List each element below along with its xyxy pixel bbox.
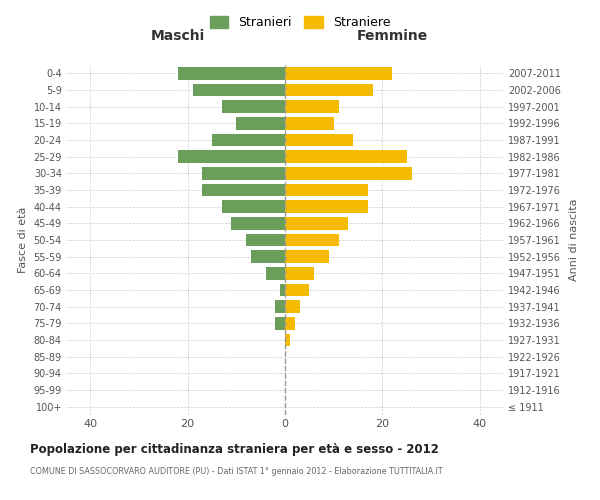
Bar xyxy=(285,300,299,313)
Bar xyxy=(222,100,285,113)
Bar xyxy=(193,84,285,96)
Text: Maschi: Maschi xyxy=(151,28,205,42)
Bar xyxy=(285,334,290,346)
Bar xyxy=(232,217,285,230)
Bar xyxy=(285,284,310,296)
Y-axis label: Anni di nascita: Anni di nascita xyxy=(569,198,580,281)
Bar xyxy=(285,150,407,163)
Bar xyxy=(202,167,285,179)
Bar xyxy=(285,134,353,146)
Legend: Stranieri, Straniere: Stranieri, Straniere xyxy=(205,11,395,34)
Bar xyxy=(280,284,285,296)
Bar xyxy=(275,317,285,330)
Bar xyxy=(236,117,285,130)
Bar xyxy=(285,184,368,196)
Bar xyxy=(178,67,285,80)
Bar xyxy=(212,134,285,146)
Text: Femmine: Femmine xyxy=(356,28,428,42)
Bar xyxy=(285,200,368,213)
Bar xyxy=(246,234,285,246)
Bar xyxy=(178,150,285,163)
Bar xyxy=(285,167,412,179)
Bar xyxy=(285,67,392,80)
Bar xyxy=(275,300,285,313)
Text: COMUNE DI SASSOCORVARO AUDITORE (PU) - Dati ISTAT 1° gennaio 2012 - Elaborazione: COMUNE DI SASSOCORVARO AUDITORE (PU) - D… xyxy=(30,468,443,476)
Bar xyxy=(222,200,285,213)
Bar xyxy=(202,184,285,196)
Bar xyxy=(285,234,338,246)
Y-axis label: Fasce di età: Fasce di età xyxy=(18,207,28,273)
Bar xyxy=(285,317,295,330)
Bar xyxy=(285,217,348,230)
Bar xyxy=(251,250,285,263)
Text: Popolazione per cittadinanza straniera per età e sesso - 2012: Popolazione per cittadinanza straniera p… xyxy=(30,442,439,456)
Bar xyxy=(285,100,338,113)
Bar xyxy=(285,84,373,96)
Bar xyxy=(285,267,314,280)
Bar xyxy=(285,250,329,263)
Bar xyxy=(285,117,334,130)
Bar xyxy=(266,267,285,280)
